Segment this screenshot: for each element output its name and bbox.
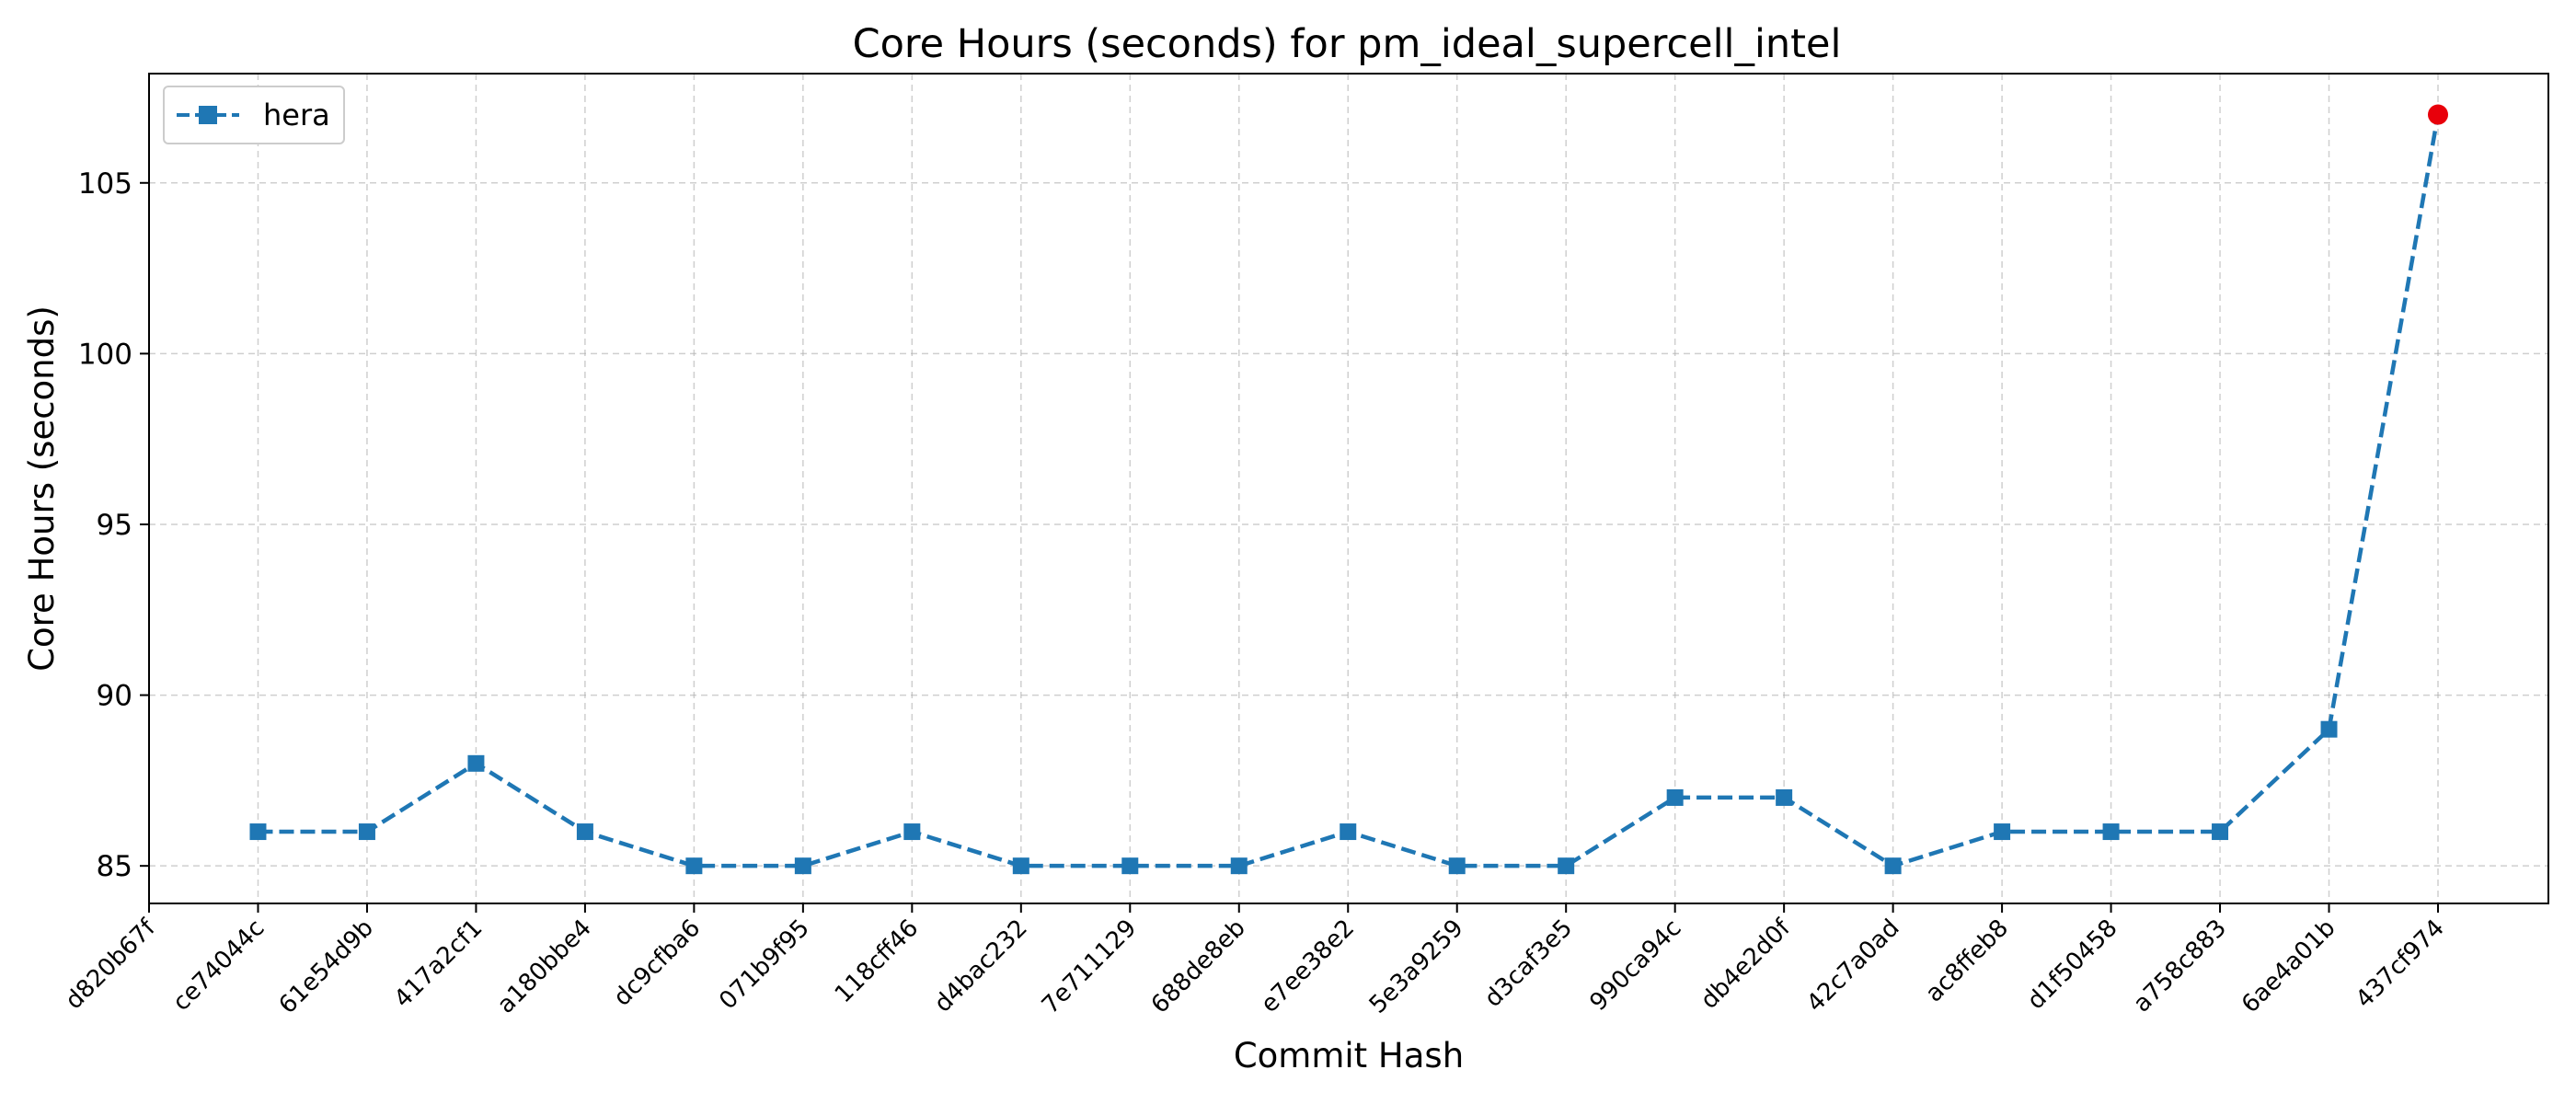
data-point-118cff46 [903,823,921,841]
y-tick-label: 95 [97,509,132,542]
data-point-61e54d9b [358,823,375,841]
data-point-e7ee38e2 [1340,823,1357,841]
data-point-d3caf3e5 [1558,857,1575,875]
data-point-417a2cf1 [467,754,485,772]
chart-title: Core Hours (seconds) for pm_ideal_superc… [853,21,1842,67]
data-point-ac8ffeb8 [1994,823,2011,841]
data-point-7e711129 [1121,857,1139,875]
data-point-dc9cfba6 [685,857,703,875]
grid-lines [148,74,2548,903]
legend-series-label: hera [263,98,330,132]
data-point-071b9f95 [794,857,811,875]
data-point-688de8eb [1230,857,1248,875]
y-axis-label: Core Hours (seconds) [22,305,62,672]
y-tick-label: 85 [97,850,132,883]
legend: hera [163,86,345,144]
data-point-ce74044c [249,823,267,841]
data-point-a180bbe4 [576,823,593,841]
y-tick-label: 100 [78,338,132,371]
y-tick-label: 105 [78,167,132,201]
data-point-6ae4a01b [2320,720,2338,738]
data-point-a758c883 [2212,823,2229,841]
y-tick-label: 90 [97,680,132,713]
y-axis: 85 90 95 100 105 [78,167,149,883]
data-point-d4bac232 [1012,857,1029,875]
data-point-5e3a9259 [1448,857,1466,875]
data-point-d1f50458 [2102,823,2120,841]
data-point-42c7a0ad [1884,857,1902,875]
x-axis-label: Commit Hash [1234,1036,1464,1075]
data-point-990ca94c [1666,788,1684,806]
legend-marker-swatch [199,106,217,124]
legend-box [163,86,345,144]
highlighted-point-437cf974 [2428,104,2448,125]
series-layer [249,104,2448,875]
data-point-db4e2d0f [1776,788,1793,806]
